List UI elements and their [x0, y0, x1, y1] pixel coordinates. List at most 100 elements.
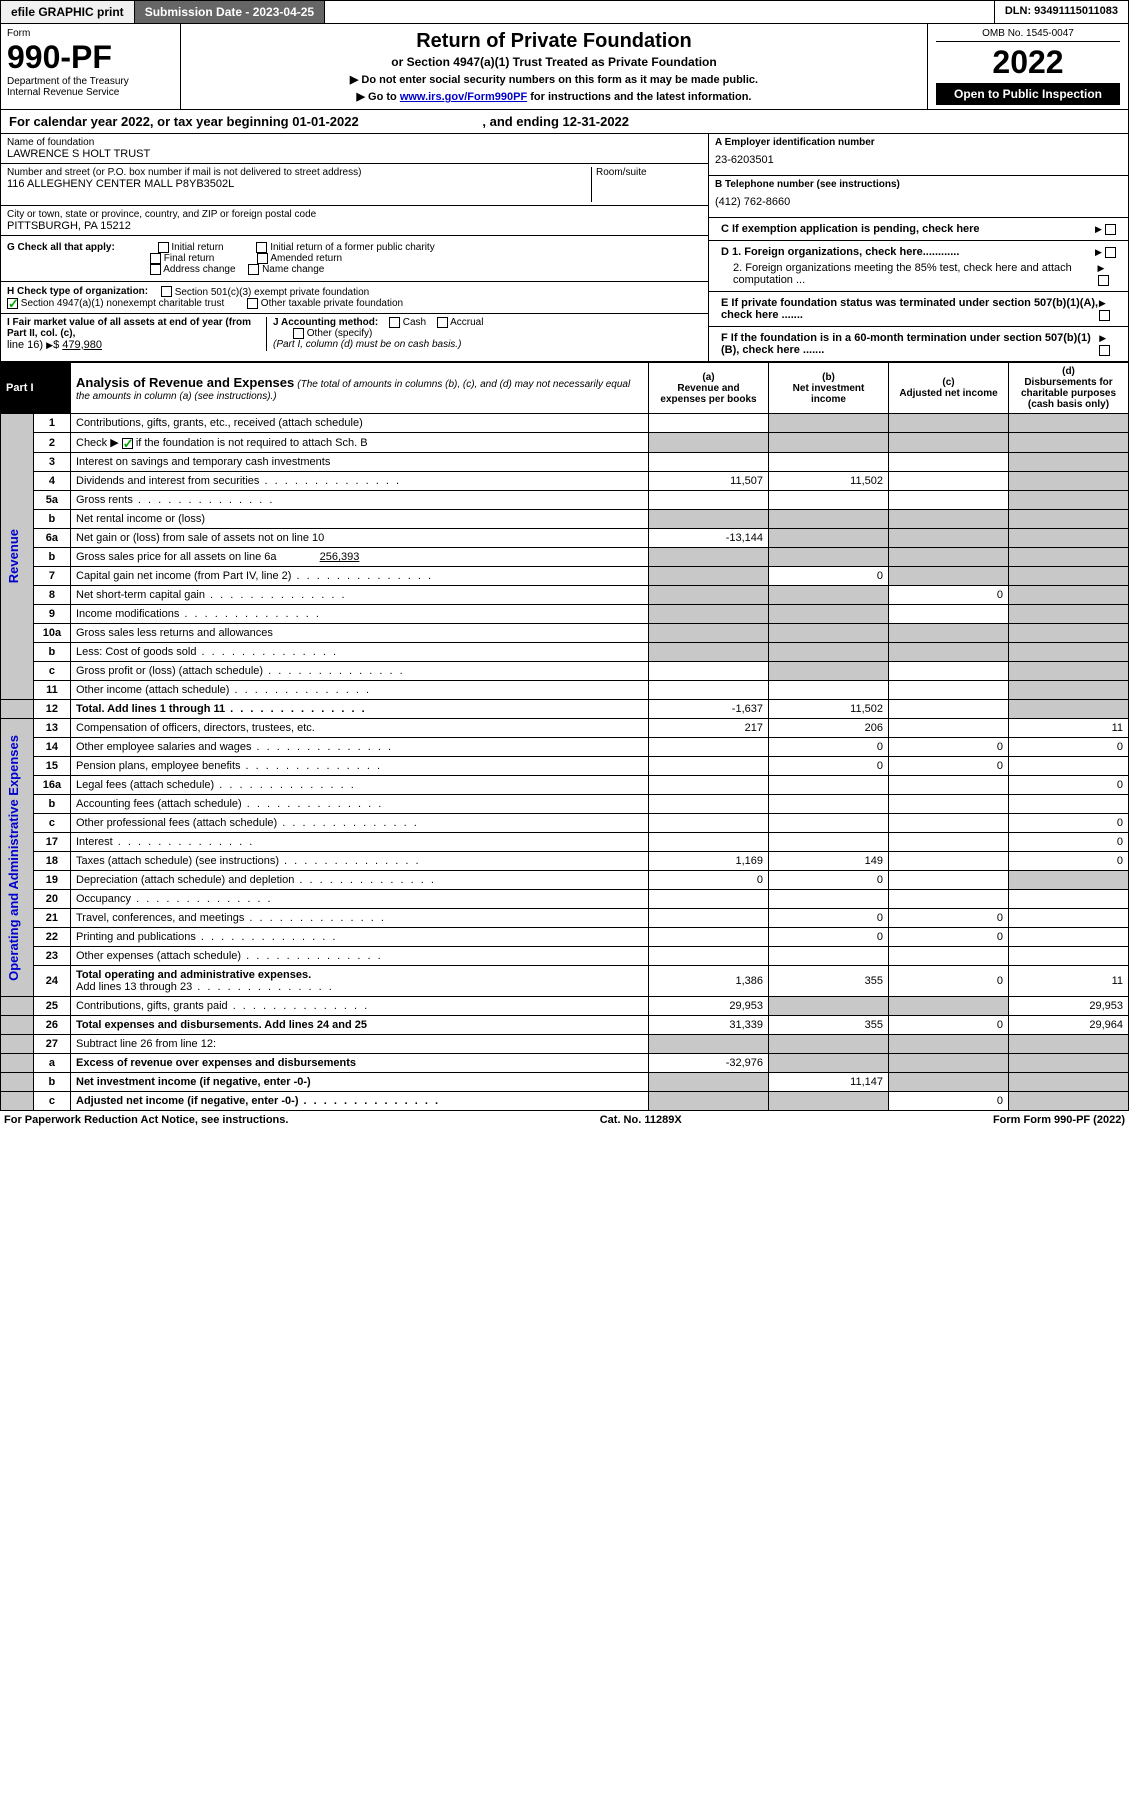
- table-row: 15Pension plans, employee benefits00: [1, 757, 1129, 776]
- cash-checkbox[interactable]: [389, 317, 400, 328]
- footer-right: Form Form 990-PF (2022): [993, 1114, 1125, 1126]
- g3: Final return: [164, 253, 215, 264]
- part1-label: Part I: [1, 363, 71, 414]
- table-row: aExcess of revenue over expenses and dis…: [1, 1054, 1129, 1073]
- city-cell: City or town, state or province, country…: [1, 206, 708, 236]
- other-method-checkbox[interactable]: [293, 328, 304, 339]
- arrow-icon: [1099, 297, 1106, 309]
- j-lbl: J Accounting method:: [273, 317, 378, 328]
- col-a-hdr: (a)Revenue and expenses per books: [649, 363, 769, 414]
- j1: Cash: [403, 317, 426, 328]
- c-checkbox[interactable]: [1105, 224, 1116, 235]
- d1-checkbox[interactable]: [1105, 247, 1116, 258]
- name-cell: Name of foundation LAWRENCE S HOLT TRUST: [1, 134, 708, 164]
- city-val: PITTSBURGH, PA 15212: [7, 220, 702, 232]
- table-row: 11Other income (attach schedule): [1, 681, 1129, 700]
- i-val: 479,980: [62, 339, 102, 351]
- arrow-icon: [46, 339, 53, 351]
- efile-btn[interactable]: efile GRAPHIC print: [1, 1, 135, 23]
- addr-lbl: Number and street (or P.O. box number if…: [7, 167, 587, 178]
- j3: Other (specify): [307, 328, 373, 339]
- table-row: 23Other expenses (attach schedule): [1, 947, 1129, 966]
- row-desc: Check ▶ if the foundation is not require…: [71, 433, 649, 453]
- header-left: Form 990-PF Department of the Treasury I…: [1, 24, 181, 109]
- table-row: 10aGross sales less returns and allowanc…: [1, 624, 1129, 643]
- address-change-checkbox[interactable]: [150, 264, 161, 275]
- d2: 2. Foreign organizations meeting the 85%…: [721, 262, 1098, 286]
- table-row: 21Travel, conferences, and meetings00: [1, 909, 1129, 928]
- ein-val: 23-6203501: [715, 154, 1122, 166]
- note1: ▶ Do not enter social security numbers o…: [189, 73, 919, 86]
- final-return-checkbox[interactable]: [150, 253, 161, 264]
- tel-cell: B Telephone number (see instructions) (4…: [709, 176, 1128, 218]
- info-left: Name of foundation LAWRENCE S HOLT TRUST…: [1, 134, 708, 361]
- col-c-hdr: (c)Adjusted net income: [889, 363, 1009, 414]
- addr-cell: Number and street (or P.O. box number if…: [1, 164, 708, 206]
- submission-date: Submission Date - 2023-04-25: [135, 1, 325, 23]
- table-row: 18Taxes (attach schedule) (see instructi…: [1, 852, 1129, 871]
- table-row: 16aLegal fees (attach schedule)0: [1, 776, 1129, 795]
- d1: D 1. Foreign organizations, check here..…: [721, 246, 959, 258]
- part1-title-cell: Analysis of Revenue and Expenses (The to…: [71, 363, 649, 414]
- table-row: 12Total. Add lines 1 through 11-1,63711,…: [1, 700, 1129, 719]
- e-cell: E If private foundation status was termi…: [709, 292, 1128, 327]
- title-main: Return of Private Foundation: [189, 30, 919, 53]
- g1: Initial return: [171, 242, 223, 253]
- schb-checkbox[interactable]: [122, 438, 133, 449]
- accrual-checkbox[interactable]: [437, 317, 448, 328]
- topbar: efile GRAPHIC print Submission Date - 20…: [0, 0, 1129, 24]
- form-number: 990-PF: [7, 39, 174, 76]
- table-row: bLess: Cost of goods sold: [1, 643, 1129, 662]
- table-row: 17Interest0: [1, 833, 1129, 852]
- dln: DLN: 93491115011083: [995, 1, 1128, 23]
- table-row: 14Other employee salaries and wages000: [1, 738, 1129, 757]
- info-section: Name of foundation LAWRENCE S HOLT TRUST…: [0, 134, 1129, 362]
- f-checkbox[interactable]: [1099, 345, 1110, 356]
- other-taxable-checkbox[interactable]: [247, 298, 258, 309]
- irs: Internal Revenue Service: [7, 87, 174, 98]
- h2: Section 4947(a)(1) nonexempt charitable …: [21, 298, 224, 309]
- form-link[interactable]: www.irs.gov/Form990PF: [400, 91, 527, 103]
- name-change-checkbox[interactable]: [248, 264, 259, 275]
- footer-mid: Cat. No. 11289X: [600, 1114, 682, 1126]
- table-row: bGross sales price for all assets on lin…: [1, 548, 1129, 567]
- name-lbl: Name of foundation: [7, 137, 702, 148]
- footer-left: For Paperwork Reduction Act Notice, see …: [4, 1114, 288, 1126]
- amended-checkbox[interactable]: [257, 253, 268, 264]
- arrow-icon: [1099, 332, 1106, 344]
- g2: Initial return of a former public charit…: [270, 242, 435, 253]
- tel-lbl: B Telephone number (see instructions): [715, 179, 1122, 190]
- f-cell: F If the foundation is in a 60-month ter…: [709, 327, 1128, 361]
- i-lbl: I Fair market value of all assets at end…: [7, 317, 251, 339]
- 501c3-checkbox[interactable]: [161, 286, 172, 297]
- note2-post: for instructions and the latest informat…: [527, 91, 751, 103]
- d2-checkbox[interactable]: [1098, 275, 1109, 286]
- 4947-checkbox[interactable]: [7, 298, 18, 309]
- omb: OMB No. 1545-0047: [936, 28, 1120, 42]
- part1-title: Analysis of Revenue and Expenses: [76, 375, 294, 390]
- initial-return-checkbox[interactable]: [158, 242, 169, 253]
- open-public: Open to Public Inspection: [936, 83, 1120, 105]
- g6: Name change: [262, 264, 324, 275]
- h1: Section 501(c)(3) exempt private foundat…: [175, 287, 370, 298]
- table-row: Operating and Administrative Expenses 13…: [1, 719, 1129, 738]
- header-center: Return of Private Foundation or Section …: [181, 24, 928, 109]
- arrow-icon: [1095, 223, 1102, 235]
- header-right: OMB No. 1545-0047 2022 Open to Public In…: [928, 24, 1128, 109]
- table-row: 24Total operating and administrative exp…: [1, 966, 1129, 997]
- h-cell: H Check type of organization: Section 50…: [1, 282, 708, 313]
- table-row: bNet investment income (if negative, ent…: [1, 1073, 1129, 1092]
- name-val: LAWRENCE S HOLT TRUST: [7, 148, 702, 160]
- i-line: line 16): [7, 339, 43, 351]
- calendar-year-bar: For calendar year 2022, or tax year begi…: [0, 110, 1129, 134]
- note2: ▶ Go to www.irs.gov/Form990PF for instru…: [189, 90, 919, 103]
- e-checkbox[interactable]: [1099, 310, 1110, 321]
- table-row: 3Interest on savings and temporary cash …: [1, 453, 1129, 472]
- city-lbl: City or town, state or province, country…: [7, 209, 702, 220]
- initial-former-checkbox[interactable]: [256, 242, 267, 253]
- table-row: 6aNet gain or (loss) from sale of assets…: [1, 529, 1129, 548]
- calyear-a: For calendar year 2022, or tax year begi…: [9, 114, 359, 129]
- h3: Other taxable private foundation: [261, 298, 403, 309]
- addr-val: 116 ALLEGHENY CENTER MALL P8YB3502L: [7, 178, 587, 190]
- row-desc: Contributions, gifts, grants, etc., rece…: [71, 414, 649, 433]
